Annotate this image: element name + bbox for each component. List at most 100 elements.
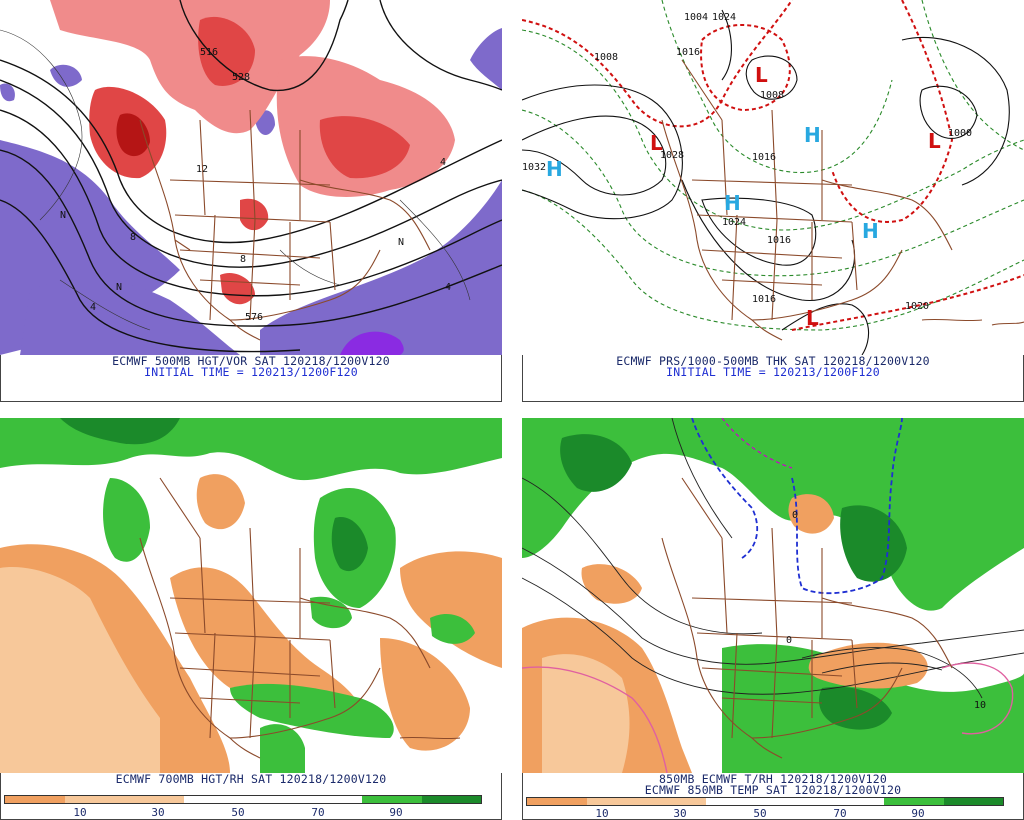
vort-contour-label-1: 516 bbox=[200, 47, 218, 58]
high-center-east: H bbox=[862, 219, 879, 243]
isotherm-0c-1 bbox=[691, 418, 759, 559]
t850-map: 0 0 10 bbox=[522, 418, 1024, 773]
isobar-label-5: 1016 bbox=[752, 152, 776, 163]
height-contour-4 bbox=[0, 149, 502, 327]
coastline bbox=[139, 119, 431, 341]
high-center-canada: H bbox=[804, 123, 821, 147]
pressure-map: 1008 1016 1008 1024 1028 1016 1000 1004 … bbox=[522, 0, 1024, 355]
caribbean bbox=[399, 736, 461, 740]
dry-region-pacific-light bbox=[0, 567, 160, 773]
isobar-label-12: 1032 bbox=[522, 162, 546, 173]
isobar-label-2: 1008 bbox=[760, 90, 784, 101]
rh-contour-2 bbox=[941, 662, 1014, 735]
moist-region-hudson-dark bbox=[331, 517, 368, 572]
isobar-label-4: 1028 bbox=[660, 150, 684, 161]
vort-contour-label-0: 528 bbox=[232, 72, 250, 83]
pos-vort-north-core bbox=[198, 16, 255, 86]
panel-850mb-temp-rh: 0 0 10 850MB ECMWF T/RH 120218/1200V120 … bbox=[522, 418, 1024, 820]
scale-label-90: 90 bbox=[389, 806, 403, 819]
vort-contour-label-7: 4 bbox=[445, 282, 451, 293]
vort-contour-2 bbox=[59, 279, 151, 331]
vort-contour-label-10: N bbox=[398, 237, 404, 248]
vort-init-time: INITIAL TIME = 120213/1200F120 bbox=[144, 365, 358, 379]
isobar-4 bbox=[681, 179, 856, 301]
vort-contour-1 bbox=[0, 29, 83, 221]
pos-vort-ne-core bbox=[319, 116, 410, 179]
neg-vort-northeast bbox=[470, 28, 502, 90]
vorticity-map: 528 516 576 8 8 12 4 4 N N N 4 bbox=[0, 0, 502, 355]
t850-color-scale bbox=[526, 797, 1004, 806]
t850-title-1: 850MB ECMWF T/RH 120218/1200V120 bbox=[659, 772, 887, 786]
panel-pressure-thickness: 1008 1016 1008 1024 1028 1016 1000 1004 … bbox=[522, 0, 1024, 402]
isobar-label-1: 1016 bbox=[676, 47, 700, 58]
coastline bbox=[661, 119, 953, 341]
temp-contour-4 bbox=[801, 647, 983, 699]
coastline bbox=[139, 537, 431, 759]
isobar-label-10: 1016 bbox=[767, 235, 791, 246]
dry-region-west bbox=[581, 564, 642, 604]
rh700-map-svg bbox=[0, 418, 502, 773]
canada-borders bbox=[681, 477, 853, 639]
vort-contour-label-9: N bbox=[116, 282, 122, 293]
magenta-contour-north bbox=[721, 418, 793, 469]
vort-contour-label-11: 4 bbox=[440, 157, 446, 168]
temp-contour-6 bbox=[671, 418, 733, 539]
rh700-title: ECMWF 700MB HGT/RH SAT 120218/1200V120 bbox=[115, 772, 387, 786]
high-center-rockies: H bbox=[724, 191, 741, 215]
scale-label-90: 90 bbox=[911, 807, 925, 820]
moist-region-southwest bbox=[260, 724, 305, 773]
height-contour-3 bbox=[0, 109, 502, 297]
moist-region-canada-dark bbox=[840, 505, 907, 582]
dry-region-canada bbox=[196, 474, 245, 530]
low-center-pacific: L bbox=[650, 131, 663, 155]
isobar-9 bbox=[721, 9, 733, 81]
isobar-6 bbox=[919, 85, 978, 139]
vorticity-map-svg: 528 516 576 8 8 12 4 4 N N N 4 bbox=[0, 0, 502, 355]
dry-region-plains bbox=[170, 567, 363, 728]
low-center-hudson: L bbox=[755, 63, 768, 87]
temp-label-10: 10 bbox=[974, 700, 986, 711]
caribbean bbox=[921, 318, 1024, 326]
moist-region-south-dark bbox=[819, 686, 892, 730]
height-contour-2 bbox=[0, 79, 502, 268]
isobar-label-3: 1024 bbox=[722, 217, 746, 228]
moist-region-east bbox=[430, 613, 475, 644]
height-contour-5 bbox=[0, 199, 301, 353]
height-contour-7 bbox=[379, 0, 502, 91]
low-center-atlantic: L bbox=[928, 129, 941, 153]
vort-contour-label-5: 12 bbox=[196, 164, 208, 175]
vort-contour-label-6: 4 bbox=[90, 302, 96, 313]
height-contour-1 bbox=[0, 59, 502, 244]
state-borders bbox=[696, 632, 858, 739]
moist-region-gulf bbox=[230, 683, 394, 738]
low-center-gulf: L bbox=[806, 306, 819, 330]
t850-title-2: ECMWF 850MB TEMP SAT 120218/1200V120 bbox=[644, 783, 902, 797]
neg-vort-southwest bbox=[20, 279, 240, 355]
isobar-1 bbox=[522, 115, 667, 196]
rh700-color-scale bbox=[4, 795, 482, 804]
panel-500mb-vorticity: 528 516 576 8 8 12 4 4 N N N 4 ECMWF 500MB HGT/VOR … bbox=[0, 0, 502, 402]
state-borders bbox=[174, 632, 336, 739]
state-borders bbox=[696, 214, 858, 321]
moist-region-north-dark bbox=[560, 434, 632, 492]
isobar-8 bbox=[781, 303, 870, 355]
scale-label-30: 30 bbox=[673, 807, 687, 820]
isobar-2 bbox=[522, 84, 683, 220]
thickness-540-3 bbox=[791, 274, 1024, 331]
height-contour-6 bbox=[179, 0, 349, 92]
rh-contour-1 bbox=[522, 666, 668, 773]
canada-borders bbox=[169, 109, 331, 221]
panel-700mb-rh: ECMWF 700MB HGT/RH SAT 120218/1200V120 1… bbox=[0, 418, 502, 820]
vort-contour-label-4: 8 bbox=[240, 254, 246, 265]
temp-contour-5 bbox=[821, 662, 943, 674]
neg-vort-south bbox=[260, 180, 502, 355]
neg-vort-core bbox=[340, 331, 404, 355]
dry-region-atlantic bbox=[400, 551, 502, 668]
pressure-map-svg: 1008 1016 1008 1024 1028 1016 1000 1004 … bbox=[522, 0, 1024, 355]
scale-label-30: 30 bbox=[151, 806, 165, 819]
temp-contour-1 bbox=[522, 547, 1024, 665]
pres-title: ECMWF PRS/1000-500MB THK SAT 120218/1200… bbox=[616, 354, 930, 368]
vort-contour-label-2: 576 bbox=[245, 312, 263, 323]
neg-vort-small-1 bbox=[50, 64, 82, 87]
vort-contour-label-8: N bbox=[60, 210, 66, 221]
